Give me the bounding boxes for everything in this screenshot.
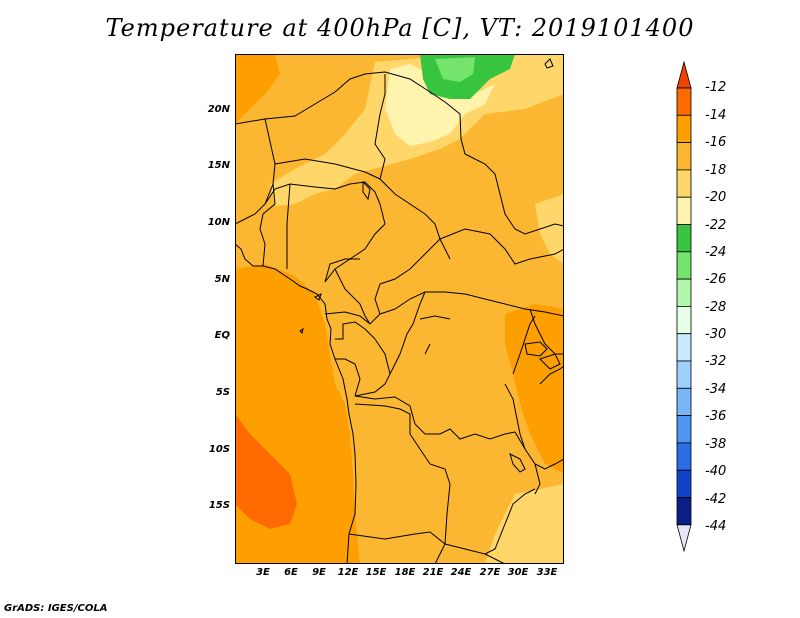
map-frame: [235, 54, 564, 564]
colorbar-label: -14: [705, 108, 727, 123]
colorbar-label: -38: [705, 437, 727, 452]
colorbar-cell: [676, 224, 692, 253]
field-green-light: [435, 57, 475, 82]
temperature-map: [235, 54, 564, 564]
lat-label-15n: 15N: [207, 160, 230, 171]
colorbar-label: -22: [705, 218, 727, 233]
figure-title: Temperature at 400hPa [C], VT: 201910140…: [105, 14, 695, 42]
grads-credit: GrADS: IGES/COLA: [4, 603, 108, 614]
colorbar-cell: [676, 278, 692, 307]
lat-label-10s: 10S: [208, 444, 230, 455]
lon-label-15e: 15E: [365, 567, 387, 578]
colorbar-cell: [676, 415, 692, 444]
lat-label-15s: 15S: [208, 500, 230, 511]
colorbar-label: -32: [705, 354, 727, 369]
colorbar-label: -36: [705, 409, 727, 424]
colorbar-label: -26: [705, 272, 727, 287]
colorbar-cell: [676, 305, 692, 335]
colorbar-cell: [676, 497, 692, 526]
field-orange-east: [505, 304, 564, 474]
colorbar: [676, 60, 692, 553]
colorbar-cell: [676, 169, 692, 198]
country-borders: [235, 58, 564, 564]
lat-label-20n: 20N: [207, 104, 230, 115]
lon-label-9e: 9E: [312, 567, 326, 578]
colorbar-cell: [676, 333, 692, 362]
lat-label-5n: 5N: [214, 274, 230, 285]
field-red-sw-small: [235, 432, 250, 449]
colorbar-label: -12: [705, 80, 727, 95]
lon-label-27e: 27E: [479, 567, 501, 578]
colorbar-cell: [676, 251, 692, 280]
field-red-sw: [235, 414, 297, 529]
colorbar-cell: [676, 87, 692, 116]
colorbar-cell: [676, 360, 692, 389]
colorbar-label: -18: [705, 163, 727, 178]
colorbar-label: -24: [705, 245, 727, 260]
lon-label-24e: 24E: [450, 567, 472, 578]
colorbar-label: -28: [705, 300, 727, 315]
colorbar-cell: [676, 114, 692, 143]
colorbar-label: -34: [705, 382, 727, 397]
lon-label-33e: 33E: [536, 567, 558, 578]
colorbar-cell: [676, 142, 692, 171]
colorbar-label: -44: [705, 519, 727, 534]
lat-label-eq: EQ: [214, 330, 230, 341]
colorbar-label: -42: [705, 492, 727, 507]
field-lighter-north: [385, 64, 495, 146]
colorbar-cells: [676, 60, 692, 553]
lat-label-10n: 10N: [207, 217, 230, 228]
field-light-se: [485, 484, 564, 564]
lat-label-5s: 5S: [215, 387, 230, 398]
colorbar-label: -30: [705, 327, 727, 342]
colorbar-label: -20: [705, 190, 727, 205]
lon-label-3e: 3E: [256, 567, 270, 578]
colorbar-bottom-arrow: [676, 524, 692, 553]
lon-label-18e: 18E: [394, 567, 416, 578]
field-light-east: [535, 194, 564, 264]
field-orange-north: [235, 54, 280, 124]
lon-label-12e: 12E: [337, 567, 359, 578]
colorbar-cell: [676, 387, 692, 416]
colorbar-label: -40: [705, 464, 727, 479]
colorbar-cell: [676, 196, 692, 225]
colorbar-top-arrow: [676, 60, 692, 89]
lon-label-6e: 6E: [284, 567, 298, 578]
colorbar-cell: [676, 469, 692, 498]
colorbar-cell: [676, 442, 692, 471]
lon-label-21e: 21E: [422, 567, 444, 578]
lon-label-30e: 30E: [507, 567, 529, 578]
colorbar-label: -16: [705, 135, 727, 150]
